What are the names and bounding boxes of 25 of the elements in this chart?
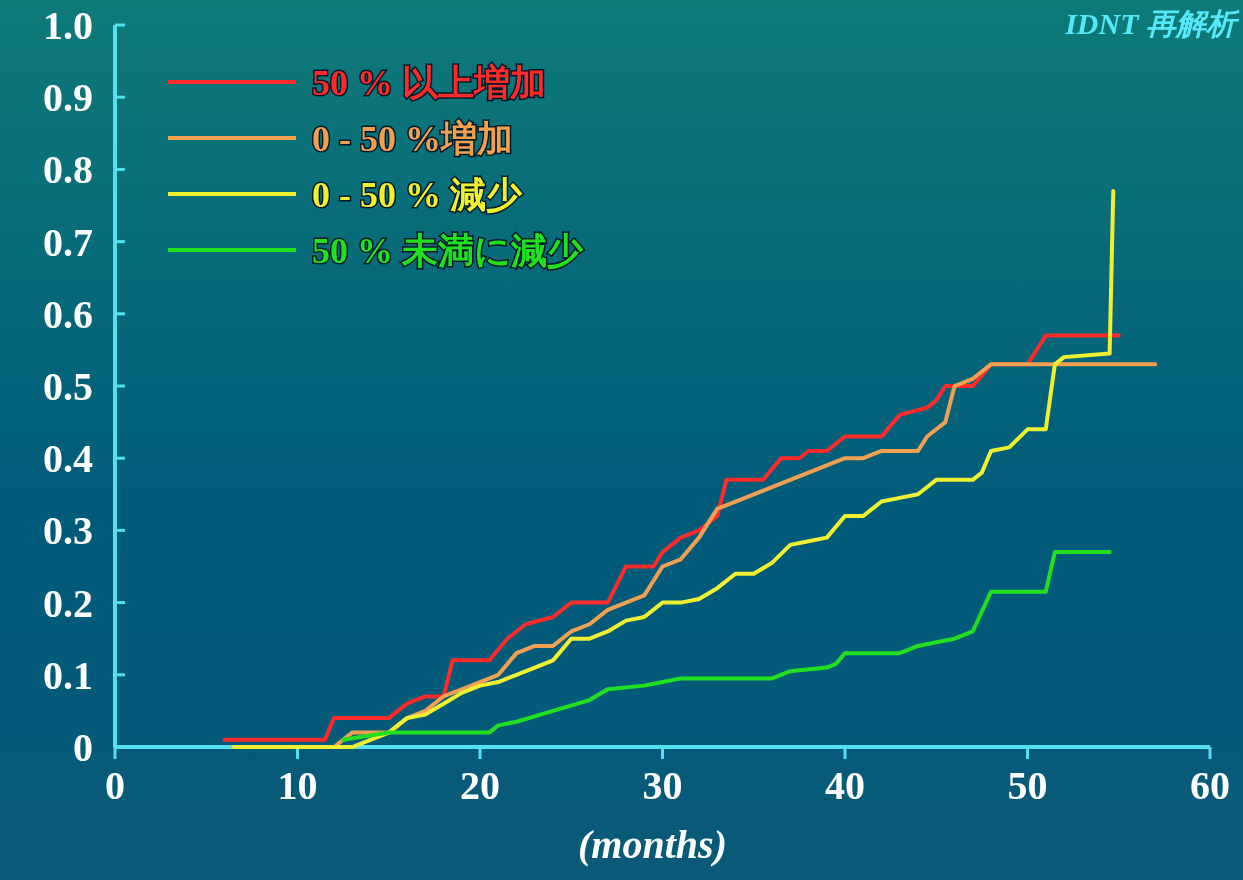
y-tick-label: 0.4 [43, 436, 93, 482]
line-series [341, 550, 1112, 742]
y-tick-label: 0.3 [43, 508, 93, 554]
legend-label: 50 % 以上増加 [312, 63, 546, 103]
y-tick-label: 0.9 [43, 75, 93, 121]
x-tick-label: 10 [277, 763, 318, 808]
chart-title: IDNT 再解析 [1064, 7, 1240, 40]
x-tick-label: 60 [1190, 763, 1230, 808]
x-tick-label: 30 [642, 763, 683, 808]
legend-label: 0 - 50 % 減少 [312, 175, 523, 215]
y-tick-label: 0.6 [43, 291, 93, 337]
legend-label: 50 % 未満に減少 [312, 231, 584, 271]
y-tick-label: 0.5 [43, 364, 93, 409]
y-tick-label: 0.2 [43, 580, 93, 626]
x-tick-label: 0 [105, 763, 125, 808]
x-tick-label: 20 [460, 763, 500, 808]
y-tick-label: 1.0 [43, 3, 93, 48]
y-tick-label: 0.1 [43, 652, 93, 698]
y-tick-label: 0 [73, 725, 93, 770]
x-axis-title: (months) [578, 822, 727, 867]
y-tick-label: 0.8 [43, 147, 93, 193]
legend-label: 0 - 50 %増加 [312, 119, 513, 159]
y-tick-label: 0.7 [43, 219, 93, 265]
x-tick-label: 40 [825, 763, 865, 808]
x-tick-label: 50 [1007, 763, 1048, 808]
